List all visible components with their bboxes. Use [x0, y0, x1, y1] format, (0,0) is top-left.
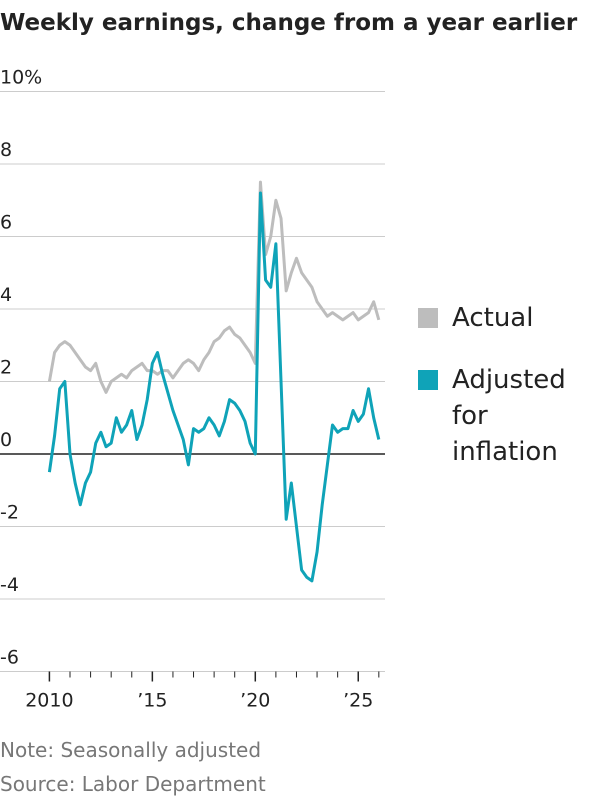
x-tick-label: ’15: [137, 690, 167, 712]
legend-item: Adjusted for inflation: [418, 362, 566, 470]
y-tick-label: 10%: [0, 67, 42, 89]
series-line: [47, 191, 381, 583]
legend-label: Actual: [452, 303, 534, 333]
y-tick-label: 8: [0, 139, 12, 161]
legend-label: Adjusted for inflation: [452, 365, 566, 467]
chart-title: Weekly earnings, change from a year earl…: [0, 10, 578, 36]
y-tick-label: -4: [0, 574, 19, 596]
y-tick-label: 2: [0, 357, 12, 379]
series-line: [47, 180, 381, 394]
y-tick-label: 4: [0, 284, 12, 306]
y-tick-label: 0: [0, 429, 12, 451]
x-tick-label: 2010: [25, 690, 73, 712]
legend-swatch: [418, 370, 438, 390]
y-tick-label: 6: [0, 212, 12, 234]
legend-item: Actual: [418, 300, 588, 336]
y-tick-label: -6: [0, 647, 19, 669]
y-tick-label: -2: [0, 502, 19, 524]
legend-swatch: [418, 308, 438, 328]
x-tick-label: ’25: [343, 690, 373, 712]
x-tick-label: ’20: [240, 690, 270, 712]
note: Note: Seasonally adjusted: [0, 738, 261, 762]
source: Source: Labor Department: [0, 772, 266, 796]
